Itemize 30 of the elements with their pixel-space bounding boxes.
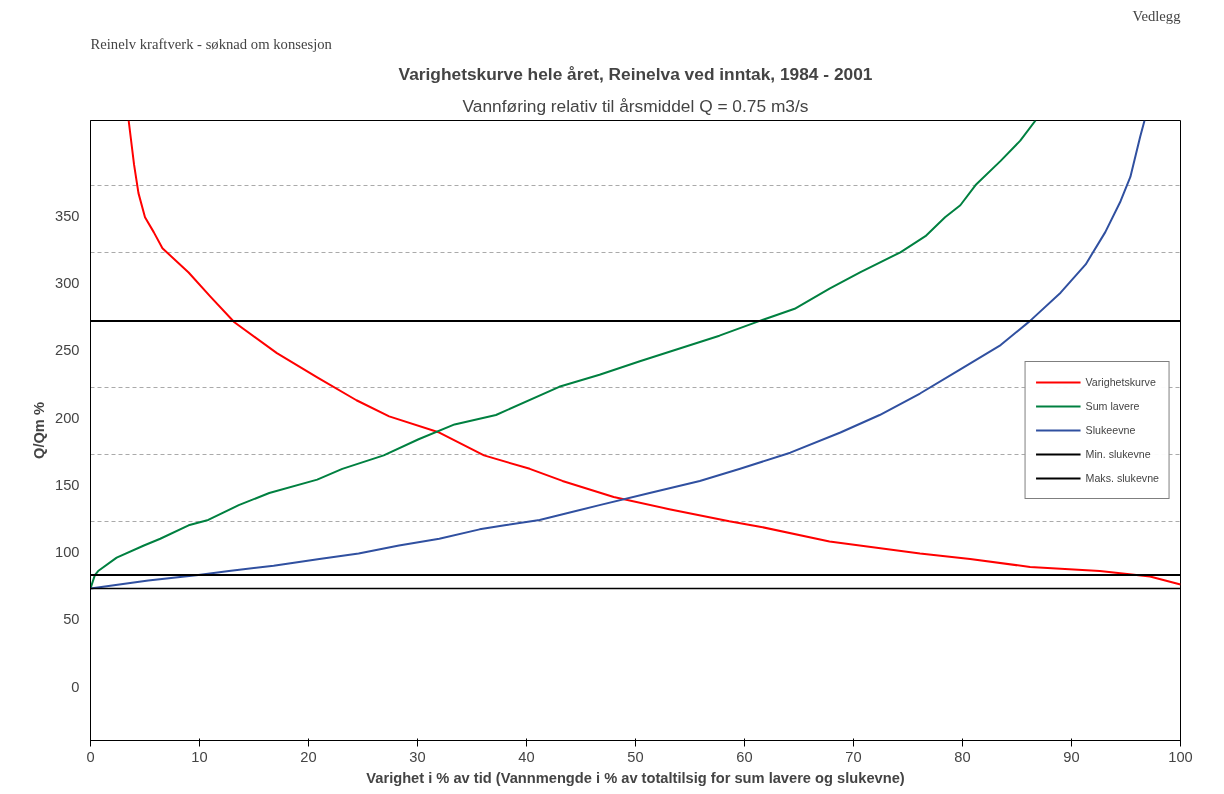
legend-label: Slukeevne [1085,424,1136,436]
x-tick-label: 80 [954,748,971,765]
y-tick-label: 150 [55,476,80,493]
x-axis-title: Varighet i % av tid (Vannmengde i % av totaltilsig for sum lavere og slukevne) [366,769,905,786]
legend-label: Maks. slukevne [1085,472,1159,484]
y-tick-label: 100 [55,544,80,561]
x-tick-label: 40 [518,748,535,765]
y-tick-label: 300 [55,275,80,292]
y-axis-title: Q/Qm % [31,401,48,459]
x-tick-label: 10 [191,748,208,765]
x-tick-label: 60 [736,748,753,765]
legend-label: Sum lavere [1085,400,1140,412]
chart-title: Varighetskurve hele året, Reinelva ved inntak, 1984 - 2001 [398,63,873,84]
x-tick-label: 20 [300,748,317,765]
chart-subtitle: Vannføring relativ til årsmiddel Q = 0.75 m3/s [462,95,809,116]
legend-label: Min. slukevne [1085,448,1151,460]
y-tick-label: 0 [71,678,80,695]
x-tick-label: 100 [1168,748,1193,765]
legend-label: Varighetskurve [1085,376,1156,388]
y-tick-label: 350 [55,207,80,224]
y-tick-label: 50 [63,611,80,628]
x-tick-label: 70 [845,748,862,765]
x-tick-label: 50 [627,748,644,765]
x-tick-label: 90 [1063,748,1080,765]
text: Vedlegg [1132,7,1182,24]
x-tick-label: 30 [409,748,426,765]
text: Reinelv kraftverk - søknad om konsesjon [90,35,333,52]
y-tick-label: 250 [55,342,80,359]
y-tick-label: 200 [55,409,80,426]
x-tick-label: 0 [86,748,95,765]
